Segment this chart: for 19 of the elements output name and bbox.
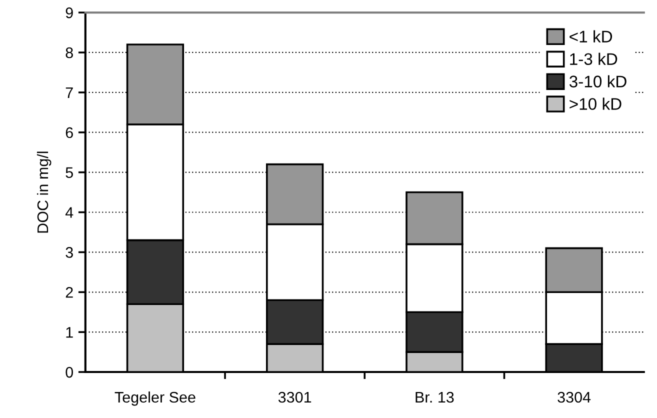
legend-label: >10 kD (570, 98, 622, 110)
y-tick-label: 0 (66, 366, 74, 378)
legend-label: 3-10 kD (569, 75, 626, 88)
x-tick-label: 3304 (558, 392, 591, 403)
x-tick-label: Tegeler See (114, 391, 196, 406)
y-tick-label: 3 (66, 247, 73, 258)
legend-label: <1 kD (570, 30, 612, 42)
y-tick-label: 5 (66, 167, 73, 178)
y-tick-label: 6 (66, 127, 73, 138)
y-tick-label: 4 (65, 207, 74, 218)
x-tick-label: 3301 (278, 392, 312, 403)
y-tick-label: 1 (66, 327, 73, 338)
x-tick-label: Br. 13 (416, 392, 454, 403)
y-tick-label: 2 (66, 287, 73, 298)
y-tick-label: 7 (66, 87, 73, 98)
y-axis-title: DOC in mg/l (36, 152, 52, 233)
y-tick-label: 9 (66, 7, 73, 18)
legend-label: 1-3 kD (570, 52, 618, 65)
y-tick-label: 8 (66, 47, 73, 58)
